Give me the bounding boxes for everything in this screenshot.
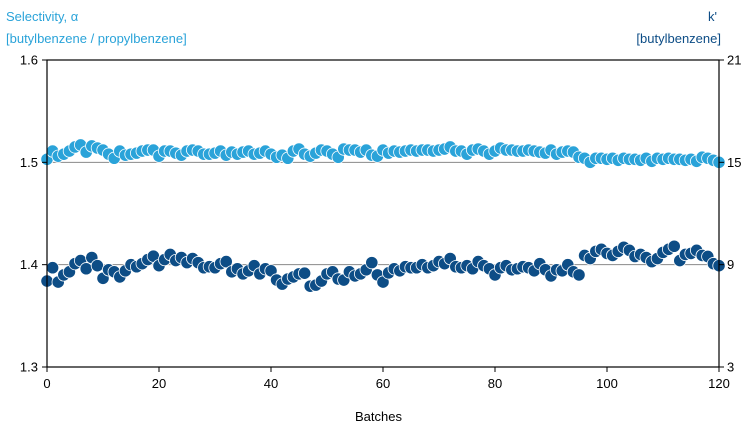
x-tick-label: 100 bbox=[596, 376, 618, 391]
y-right-tick-label: 21 bbox=[727, 53, 741, 68]
kprime-point bbox=[297, 266, 312, 280]
y-left-tick-label: 1.5 bbox=[20, 155, 38, 170]
kprime-point bbox=[365, 256, 379, 270]
kprime-point bbox=[572, 268, 586, 282]
kprime-point bbox=[90, 259, 105, 273]
y-right-tick-label: 3 bbox=[727, 360, 734, 375]
x-axis-ticks: 0 20 40 60 80 100 120 bbox=[43, 367, 730, 391]
y-left-tick-label: 1.3 bbox=[20, 360, 38, 375]
y-right-tick-label: 9 bbox=[727, 257, 734, 272]
x-tick-label: 60 bbox=[376, 376, 390, 391]
x-tick-label: 0 bbox=[43, 376, 50, 391]
kprime-point bbox=[79, 262, 93, 276]
x-tick-label: 20 bbox=[152, 376, 166, 391]
y-left-tick-label: 1.6 bbox=[20, 53, 38, 68]
y-axis-right-label-line1: k' bbox=[708, 9, 717, 24]
kprime-point bbox=[45, 261, 60, 275]
x-tick-label: 120 bbox=[708, 376, 730, 391]
plot-frame bbox=[46, 59, 720, 368]
y-axis-left-label-line1: Selectivity, α bbox=[6, 9, 79, 24]
kprime-point bbox=[667, 239, 681, 253]
y-axis-left-ticks: 1.3 1.4 1.5 1.6 bbox=[20, 53, 47, 375]
y-axis-left-label-line2: [butylbenzene / propylbenzene] bbox=[6, 31, 187, 46]
y-right-tick-label: 15 bbox=[727, 155, 741, 170]
x-tick-label: 80 bbox=[488, 376, 502, 391]
kprime-point bbox=[219, 254, 233, 269]
y-left-tick-label: 1.4 bbox=[20, 257, 38, 272]
x-axis-label: Batches bbox=[355, 409, 402, 424]
y-axis-right-label-line2: [butylbenzene] bbox=[636, 31, 721, 46]
data-points bbox=[40, 138, 726, 293]
y-axis-right-ticks: 3 9 15 21 bbox=[719, 53, 741, 375]
x-tick-label: 40 bbox=[264, 376, 278, 391]
